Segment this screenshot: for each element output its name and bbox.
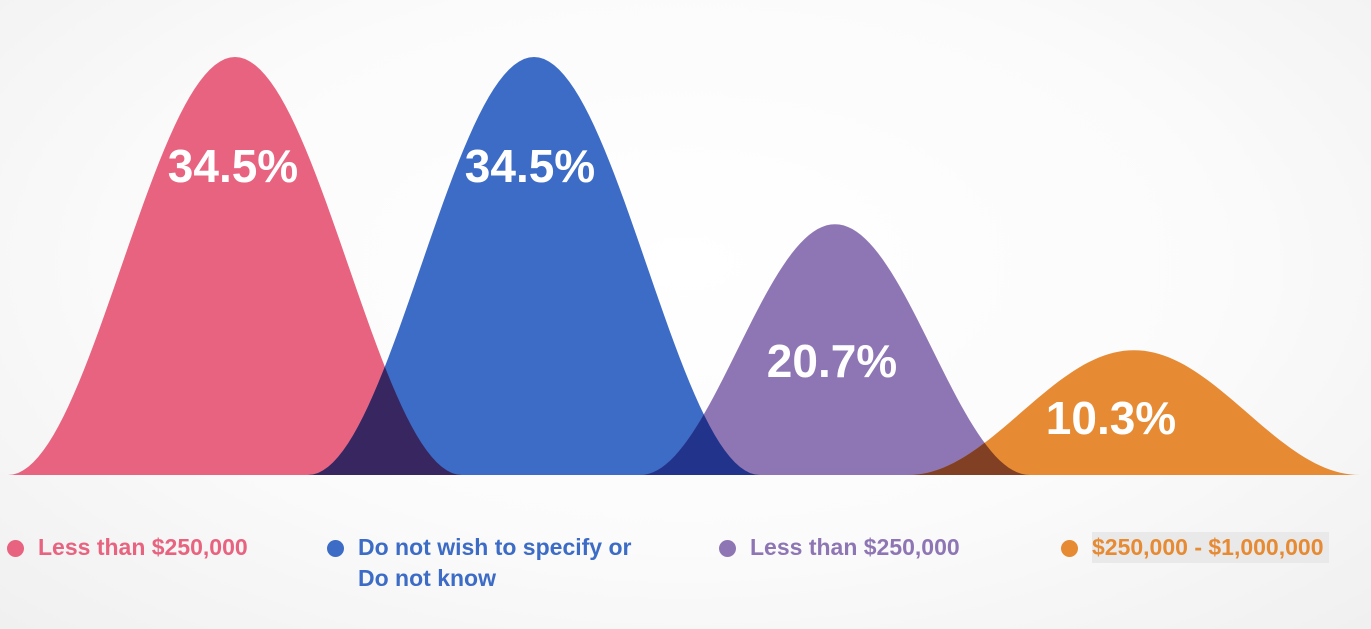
area-shapes	[8, 57, 1360, 475]
data-label-2: 34.5%	[465, 140, 595, 192]
legend-dot-icon	[327, 540, 344, 557]
data-label-4: 10.3%	[1046, 392, 1176, 444]
legend-item-2: Do not wish to specify or Do not know	[327, 532, 631, 594]
legend-dot-icon	[719, 540, 736, 557]
legend-label: Less than $250,000	[38, 534, 248, 560]
area-series-1	[8, 57, 462, 475]
data-label-1: 34.5%	[168, 140, 298, 192]
legend-label: Do not wish to specify or Do not know	[358, 534, 632, 591]
area-series-3	[640, 224, 1030, 475]
value-labels: 34.5% 34.5% 20.7% 10.3%	[168, 140, 1176, 444]
legend-label: Less than $250,000	[750, 534, 960, 560]
area-series-4	[908, 350, 1360, 475]
data-label-3: 20.7%	[767, 335, 897, 387]
legend-item-4: $250,000 - $1,000,000	[1061, 532, 1330, 563]
legend-item-1: Less than $250,000	[7, 532, 248, 563]
legend-dot-icon	[7, 540, 24, 557]
legend-label: $250,000 - $1,000,000	[1092, 532, 1330, 563]
legend-dot-icon	[1061, 540, 1078, 557]
legend: Less than $250,000 Do not wish to specif…	[0, 532, 1371, 602]
area-series-2	[308, 57, 760, 475]
legend-item-3: Less than $250,000	[719, 532, 960, 563]
